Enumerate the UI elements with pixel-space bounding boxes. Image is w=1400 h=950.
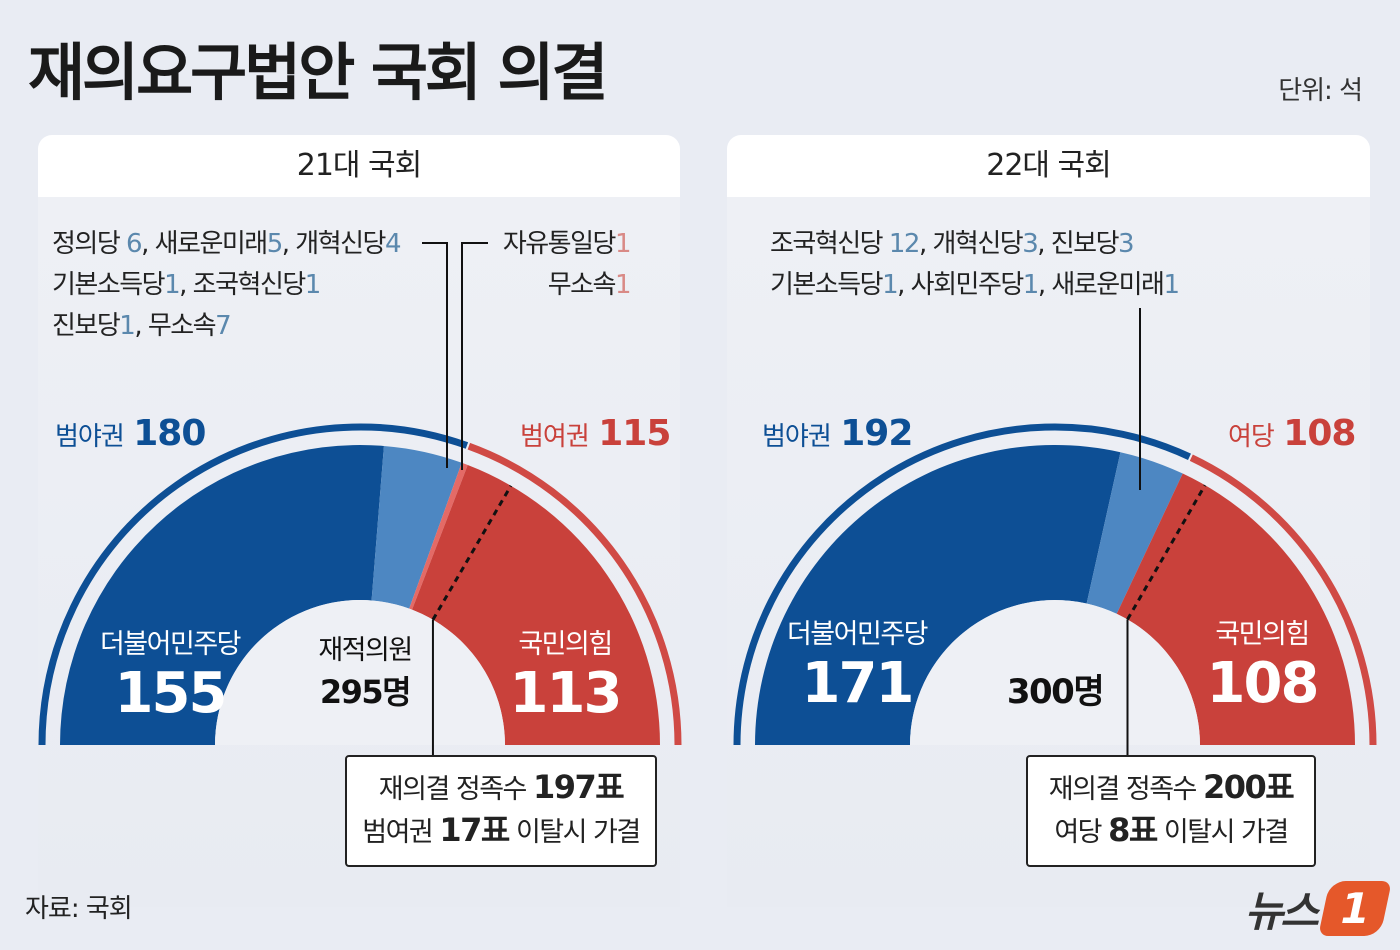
note-line: 무소속1 <box>503 265 632 306</box>
seat-count: 1 <box>304 270 322 300</box>
leader-opposition-minor <box>422 242 448 468</box>
seat-count: 1 <box>119 311 136 341</box>
threshold-line <box>1126 484 1207 621</box>
segment-국민의힘 <box>412 465 660 745</box>
seat-count: 4 <box>384 229 402 259</box>
note-line: 기본소득당1, 사회민주당1, 새로운미래1 <box>770 265 1180 306</box>
segment-더불어민주당 <box>755 444 1121 745</box>
center-label-21: 재적의원 295명 <box>318 635 413 711</box>
segment-더불어민주당 <box>60 445 384 745</box>
seat-count: 3 <box>1118 229 1135 259</box>
seat-count: 1 <box>614 270 632 300</box>
party-name: 무소속 <box>547 270 617 300</box>
note-line: 자유통일당1 <box>502 224 632 265</box>
seat-count: 6 <box>126 229 143 259</box>
bloc-ring-범야권 <box>38 423 469 746</box>
segment-기타 여권 <box>409 462 468 610</box>
notes-right-21: 자유통일당1 무소속1 <box>502 224 632 306</box>
seg-label-dem-21: 더불어민주당 155 <box>99 629 242 726</box>
notes-left-21: 정의당 6, 새로운미래5, 개혁신당4 기본소득당1, 조국혁신당1 진보당1, … <box>52 224 402 347</box>
party-name: 진보당 <box>52 311 121 341</box>
party-name: , 개혁신당 <box>281 229 387 259</box>
callout-22: 재의결 정족수 200표 여당 8표 이탈시 가결 <box>1026 755 1316 867</box>
seat-count: 1 <box>1022 270 1040 300</box>
bloc-label-ruling-22: 여당 108 <box>1228 413 1356 454</box>
bloc-ring-범여권 <box>467 442 682 746</box>
seg-label-dem-22: 더불어민주당 171 <box>786 619 929 716</box>
party-name: 정의당 <box>52 229 127 259</box>
segment-기타 야권 <box>371 445 462 609</box>
leader-ruling-minor <box>461 242 488 470</box>
unit-label: 단위: 석 <box>1278 76 1363 106</box>
bloc-label-opposition-21: 범야권 180 <box>55 413 206 454</box>
party-name: 자유통일당 <box>502 229 617 259</box>
bloc-label-opposition-22: 범야권 192 <box>762 413 913 454</box>
bloc-ring-범야권 <box>733 423 1191 746</box>
party-name: , 개혁신당 <box>918 229 1024 259</box>
party-name: , 무소속 <box>134 311 216 341</box>
party-name: , 조국혁신당 <box>179 270 306 300</box>
page-title: 재의요구법안 국회 의결 <box>28 36 609 109</box>
bloc-label-ruling-21: 범여권 115 <box>520 413 671 454</box>
news1-logo: 뉴스 1 <box>1245 878 1392 939</box>
panel-title-21: 21대 국회 <box>38 135 680 197</box>
panel-title-22: 22대 국회 <box>727 135 1370 197</box>
party-name: 조국혁신당 <box>770 229 889 259</box>
seat-count: 1 <box>614 229 632 259</box>
seg-label-ppp-22: 국민의힘 108 <box>1206 619 1320 716</box>
segment-국민의힘 <box>1116 473 1355 745</box>
party-name: , 사회민주당 <box>897 270 1024 300</box>
note-line: 진보당1, 무소속7 <box>52 306 400 347</box>
party-name: , 진보당 <box>1037 229 1119 259</box>
party-name: , 새로운미래 <box>1037 270 1165 300</box>
threshold-line <box>431 484 513 621</box>
seat-count: 3 <box>1022 229 1039 259</box>
party-name: , 새로운미래 <box>141 229 268 259</box>
notes-left-22: 조국혁신당 12, 개혁신당3, 진보당3 기본소득당1, 사회민주당1, 새로운… <box>770 224 1180 306</box>
seat-count: 5 <box>266 229 284 259</box>
source-label: 자료: 국회 <box>25 894 133 924</box>
seat-count: 12 <box>888 229 921 259</box>
seat-count: 1 <box>1163 270 1180 300</box>
note-line: 정의당 6, 새로운미래5, 개혁신당4 <box>52 224 402 265</box>
party-name: 기본소득당 <box>52 270 166 300</box>
seat-count: 1 <box>164 270 181 300</box>
segment-기타 야권 <box>1086 452 1183 614</box>
note-line: 기본소득당1, 조국혁신당1 <box>52 265 400 306</box>
seg-label-ppp-21: 국민의힘 113 <box>509 629 623 726</box>
note-line: 조국혁신당 12, 개혁신당3, 진보당3 <box>770 224 1179 265</box>
seat-count: 1 <box>882 270 899 300</box>
center-label-22: 300명 <box>1006 672 1105 712</box>
seat-count: 7 <box>215 311 232 341</box>
callout-21: 재의결 정족수 197표 범여권 17표 이탈시 가결 <box>345 755 657 867</box>
party-name: 기본소득당 <box>770 270 884 300</box>
bloc-ring-여당 <box>1189 454 1377 746</box>
